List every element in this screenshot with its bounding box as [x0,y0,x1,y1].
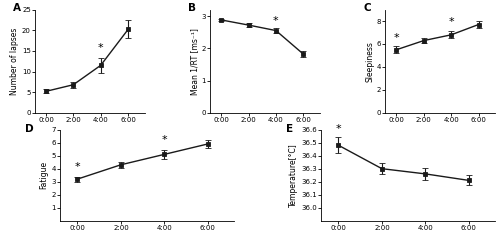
Text: D: D [25,124,34,134]
Text: B: B [188,3,196,13]
Text: *: * [98,43,103,53]
Text: *: * [74,162,80,172]
Text: *: * [162,135,167,145]
Text: *: * [336,124,341,134]
Text: *: * [273,16,279,26]
Text: *: * [394,33,399,43]
Y-axis label: Sleepiness: Sleepiness [365,41,374,82]
Text: *: * [448,17,454,27]
Text: E: E [286,124,294,134]
Y-axis label: Fatigue: Fatigue [40,161,48,189]
Text: A: A [13,3,21,13]
Y-axis label: Number of lapses: Number of lapses [10,28,19,95]
Y-axis label: Mean 1/RT [ms⁻¹]: Mean 1/RT [ms⁻¹] [190,28,199,95]
Y-axis label: Temperature[°C]: Temperature[°C] [290,143,298,207]
Text: C: C [364,3,371,13]
